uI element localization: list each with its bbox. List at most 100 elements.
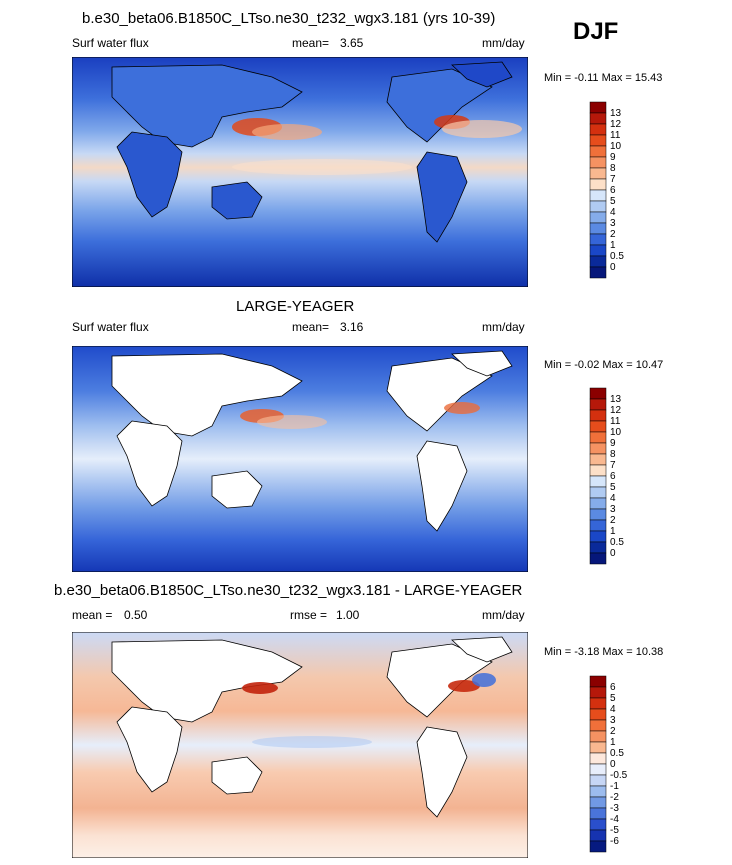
panel2-map <box>72 346 528 572</box>
panel3-colorbar-tick-label: 4 <box>610 704 616 715</box>
panel3-colorbar-swatch <box>589 840 607 853</box>
panel2-colorbar-tick-label: 5 <box>610 482 616 493</box>
panel3-title: b.e30_beta06.B1850C_LTso.ne30_t232_wgx3.… <box>54 582 523 599</box>
panel1-colorbar-swatch <box>589 101 607 114</box>
panel2-colorbar-swatch <box>589 442 607 455</box>
panel1-colorbar-swatch <box>589 156 607 169</box>
panel3-colorbar-tick-label: -0.5 <box>610 770 628 781</box>
panel1-mean-label: mean= <box>292 36 330 50</box>
panel2-colorbar-swatch <box>589 409 607 422</box>
panel3-map <box>72 632 528 858</box>
panel2-mean-label: mean= <box>292 320 330 334</box>
panel1-colorbar-swatch <box>589 200 607 213</box>
panel1-colorbar-swatch <box>589 112 607 125</box>
panel2-variable: Surf water flux <box>72 320 149 334</box>
panel1-colorbar-tick-label: 5 <box>610 196 616 207</box>
panel1-colorbar-swatch <box>589 222 607 235</box>
panel3-colorbar-swatch <box>589 752 607 765</box>
panel1-colorbar-tick-label: 12 <box>610 119 622 130</box>
panel3-land <box>111 636 513 818</box>
panel2-minmax: Min = -0.02 Max = 10.47 <box>544 359 664 371</box>
panel2-colorbar-tick-label: 6 <box>610 471 616 482</box>
panel3-colorbar-swatch <box>589 785 607 798</box>
panel1-colorbar-tick-label: 0 <box>610 262 616 273</box>
panel1-units: mm/day <box>482 36 525 50</box>
panel2-colorbar-swatch <box>589 464 607 477</box>
panel2-colorbar-swatch <box>589 530 607 543</box>
panel2-units: mm/day <box>482 320 525 334</box>
panel1-colorbar-swatch <box>589 167 607 180</box>
panel3-colorbar-tick-label: 0.5 <box>610 748 624 759</box>
panel1-colorbar-tick-label: 10 <box>610 141 622 152</box>
panel2-colorbar-swatch <box>589 398 607 411</box>
panel2-colorbar-tick-label: 11 <box>610 416 621 427</box>
panel3-colorbar-swatch <box>589 686 607 699</box>
panel2-colorbar-swatch <box>589 420 607 433</box>
panel2-colorbar-tick-label: 9 <box>610 438 616 449</box>
panel3-colorbar-tick-label: 0 <box>610 759 616 770</box>
panel3-colorbar-swatch <box>589 818 607 831</box>
panel1-colorbar-tick-label: 3 <box>610 218 616 229</box>
panel2-colorbar-tick-label: 4 <box>610 493 616 504</box>
panel2-land <box>111 350 513 532</box>
panel2-colorbar-swatch <box>589 486 607 499</box>
panel1-colorbar-tick-label: 8 <box>610 163 616 174</box>
panel1-colorbar-swatch <box>589 123 607 136</box>
panel2-colorbar-tick-label: 2 <box>610 515 616 526</box>
panel3-colorbar-tick-label: 2 <box>610 726 616 737</box>
panel1-colorbar-swatch <box>589 255 607 268</box>
season-label: DJF <box>573 18 619 45</box>
panel1-land <box>111 61 513 243</box>
panel3-colorbar-tick-label: -6 <box>610 836 619 847</box>
panel1-colorbar-swatch <box>589 134 607 147</box>
panel2-colorbar-tick-label: 10 <box>610 427 622 438</box>
panel3-colorbar-swatch <box>589 730 607 743</box>
panel1-colorbar-swatch <box>589 211 607 224</box>
panel3-colorbar-swatch <box>589 774 607 787</box>
panel1-mean-value: 3.65 <box>340 36 364 50</box>
panel3-colorbar-tick-label: 6 <box>610 682 616 693</box>
panel2-mean-value: 3.16 <box>340 320 364 334</box>
panel1-colorbar-swatch <box>589 178 607 191</box>
panel3-colorbar-tick-label: 1 <box>610 737 616 748</box>
panel1-colorbar-tick-label: 7 <box>610 174 616 185</box>
panel2-colorbar-swatch <box>589 541 607 554</box>
panel3-colorbar-swatch <box>589 675 607 688</box>
page-title: b.e30_beta06.B1850C_LTso.ne30_t232_wgx3.… <box>82 10 496 27</box>
panel3-colorbar-tick-label: -2 <box>610 792 619 803</box>
panel3-colorbar-swatch <box>589 708 607 721</box>
panel2-colorbar-swatch <box>589 387 607 400</box>
panel2-colorbar-tick-label: 7 <box>610 460 616 471</box>
panel3-colorbar-swatch <box>589 763 607 776</box>
panel2-colorbar-swatch <box>589 508 607 521</box>
panel2-colorbar-tick-label: 12 <box>610 405 622 416</box>
panel3-colorbar-tick-label: 5 <box>610 693 616 704</box>
panel3-colorbar-tick-label: -1 <box>610 781 619 792</box>
panel1-variable: Surf water flux <box>72 36 149 50</box>
panel1-colorbar-tick-label: 11 <box>610 130 621 141</box>
panel3-colorbar-tick-label: -4 <box>610 814 619 825</box>
panel1-colorbar-tick-label: 13 <box>610 108 622 119</box>
panel3-colorbar-tick-label: -3 <box>610 803 619 814</box>
panel1-minmax: Min = -0.11 Max = 15.43 <box>544 72 663 84</box>
panel3-rmse-label: rmse = <box>290 608 328 622</box>
panel3-colorbar-swatch <box>589 829 607 842</box>
panel1-colorbar-swatch <box>589 244 607 257</box>
panel1-colorbar-tick-label: 9 <box>610 152 616 163</box>
panel2-colorbar-swatch <box>589 453 607 466</box>
panel1-colorbar-swatch <box>589 233 607 246</box>
panel1-map <box>72 57 528 287</box>
panel1-colorbar-swatch <box>589 145 607 158</box>
panel2-colorbar-swatch <box>589 431 607 444</box>
panel2-colorbar-tick-label: 1 <box>610 526 616 537</box>
panel2-colorbar-swatch <box>589 497 607 510</box>
panel3-colorbar-swatch <box>589 697 607 710</box>
panel2-colorbar-swatch <box>589 475 607 488</box>
panel2-colorbar-tick-label: 13 <box>610 394 622 405</box>
